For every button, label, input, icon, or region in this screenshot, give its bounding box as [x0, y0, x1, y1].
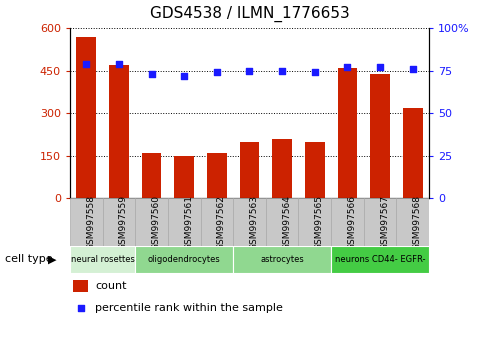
Bar	[370, 74, 390, 198]
Text: GSM997564: GSM997564	[282, 195, 291, 250]
Bar	[233, 198, 266, 246]
Text: GSM997558: GSM997558	[86, 195, 95, 250]
Bar	[174, 156, 194, 198]
Point	[180, 73, 188, 79]
Text: GSM997560: GSM997560	[152, 195, 161, 250]
Point	[148, 72, 156, 77]
Text: GSM997567: GSM997567	[380, 195, 389, 250]
Bar	[403, 108, 423, 198]
Bar	[240, 142, 259, 198]
Bar	[298, 198, 331, 246]
Text: GSM997559: GSM997559	[119, 195, 128, 250]
Text: neural rosettes: neural rosettes	[70, 255, 134, 264]
Bar	[102, 198, 135, 246]
Point	[343, 64, 351, 70]
Point	[82, 61, 90, 67]
Text: cell type: cell type	[5, 254, 52, 264]
Point	[246, 68, 253, 74]
Text: GSM997561: GSM997561	[184, 195, 193, 250]
Bar	[73, 280, 88, 292]
Bar	[364, 198, 397, 246]
Point	[278, 68, 286, 74]
Bar	[272, 139, 292, 198]
Bar	[266, 198, 298, 246]
Bar	[142, 153, 161, 198]
Text: GSM997568: GSM997568	[413, 195, 422, 250]
Bar	[168, 198, 201, 246]
Bar	[76, 37, 96, 198]
Bar	[331, 246, 429, 273]
Text: neurons CD44- EGFR-: neurons CD44- EGFR-	[335, 255, 425, 264]
Text: GSM997563: GSM997563	[250, 195, 258, 250]
Point	[311, 70, 319, 75]
Bar	[70, 198, 102, 246]
Bar	[135, 198, 168, 246]
Point	[376, 64, 384, 70]
Point	[115, 61, 123, 67]
Bar	[331, 198, 364, 246]
Text: GSM997562: GSM997562	[217, 195, 226, 250]
Text: count: count	[95, 281, 127, 291]
Point	[409, 66, 417, 72]
Bar	[135, 246, 233, 273]
Text: GSM997566: GSM997566	[347, 195, 356, 250]
Point	[213, 70, 221, 75]
Bar	[233, 246, 331, 273]
Bar	[207, 153, 227, 198]
Bar	[338, 68, 357, 198]
Bar	[109, 65, 129, 198]
Text: ▶: ▶	[48, 254, 57, 264]
Text: GSM997565: GSM997565	[315, 195, 324, 250]
Bar	[397, 198, 429, 246]
Bar	[70, 246, 135, 273]
Text: astrocytes: astrocytes	[260, 255, 304, 264]
Point	[343, 198, 351, 204]
Bar	[201, 198, 233, 246]
Text: oligodendrocytes: oligodendrocytes	[148, 255, 221, 264]
Bar	[305, 142, 325, 198]
Text: GDS4538 / ILMN_1776653: GDS4538 / ILMN_1776653	[150, 5, 349, 22]
Text: percentile rank within the sample: percentile rank within the sample	[95, 303, 283, 313]
